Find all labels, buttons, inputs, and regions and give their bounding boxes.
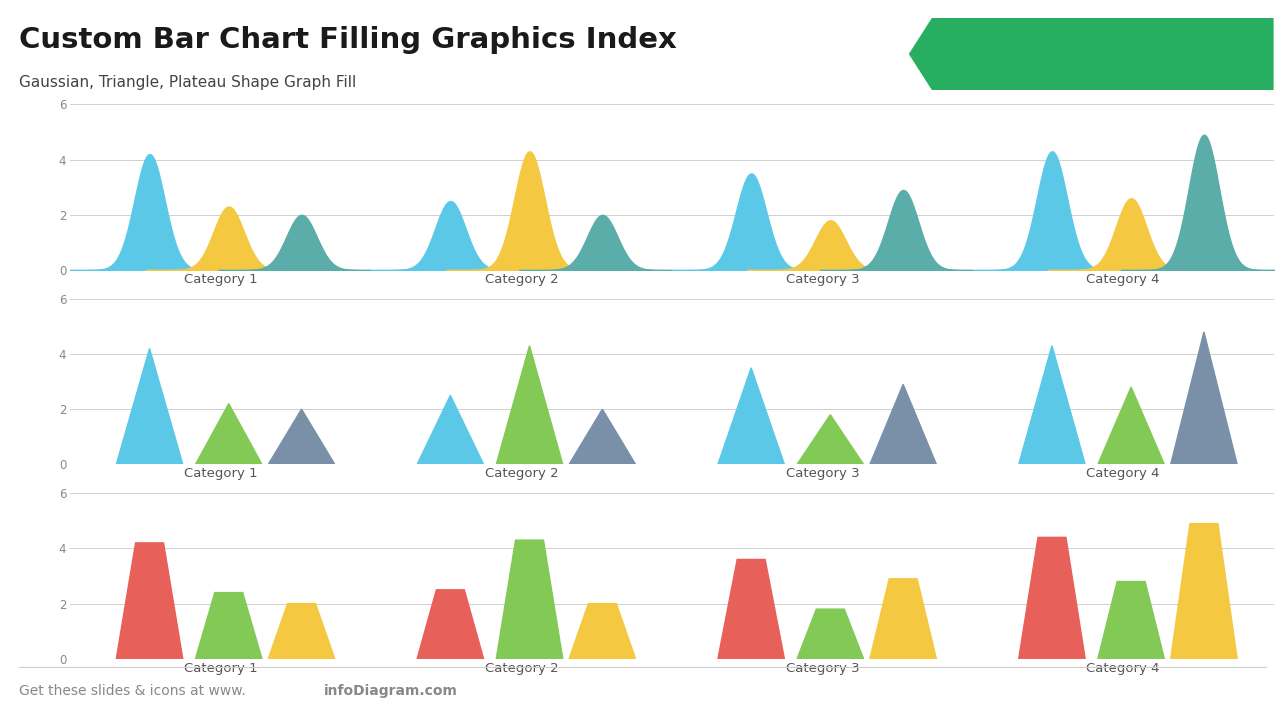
Polygon shape [417, 395, 484, 464]
Polygon shape [497, 540, 563, 659]
Polygon shape [797, 415, 864, 464]
X-axis label: Category 3: Category 3 [786, 273, 859, 286]
Polygon shape [718, 368, 785, 464]
Text: Get these slides & icons at www.: Get these slides & icons at www. [19, 684, 246, 698]
X-axis label: Category 4: Category 4 [1087, 273, 1160, 286]
Polygon shape [196, 404, 262, 464]
Polygon shape [718, 559, 785, 659]
Polygon shape [116, 348, 183, 464]
Polygon shape [870, 384, 937, 464]
Polygon shape [269, 409, 335, 464]
Polygon shape [196, 593, 262, 659]
Polygon shape [1098, 387, 1165, 464]
X-axis label: Category 4: Category 4 [1087, 662, 1160, 675]
Polygon shape [1019, 537, 1085, 659]
Polygon shape [1098, 582, 1165, 659]
Text: This chart is Data-Driven Excel Chart: This chart is Data-Driven Excel Chart [943, 47, 1261, 61]
Text: Custom Bar Chart Filling Graphics Index: Custom Bar Chart Filling Graphics Index [19, 26, 677, 54]
Polygon shape [1019, 346, 1085, 464]
Polygon shape [1171, 332, 1238, 464]
Polygon shape [797, 609, 864, 659]
Polygon shape [269, 603, 335, 659]
Text: infoDiagram.com: infoDiagram.com [324, 684, 458, 698]
X-axis label: Category 1: Category 1 [184, 467, 257, 480]
X-axis label: Category 2: Category 2 [485, 662, 558, 675]
Polygon shape [570, 603, 636, 659]
X-axis label: Category 1: Category 1 [184, 662, 257, 675]
Polygon shape [870, 579, 937, 659]
X-axis label: Category 3: Category 3 [786, 662, 859, 675]
X-axis label: Category 3: Category 3 [786, 467, 859, 480]
Polygon shape [417, 590, 484, 659]
Polygon shape [570, 409, 636, 464]
X-axis label: Category 1: Category 1 [184, 273, 257, 286]
X-axis label: Category 2: Category 2 [485, 273, 558, 286]
Polygon shape [116, 543, 183, 659]
X-axis label: Category 2: Category 2 [485, 467, 558, 480]
X-axis label: Category 4: Category 4 [1087, 467, 1160, 480]
Polygon shape [497, 346, 563, 464]
Text: Gaussian, Triangle, Plateau Shape Graph Fill: Gaussian, Triangle, Plateau Shape Graph … [19, 75, 356, 89]
Polygon shape [1171, 523, 1238, 659]
